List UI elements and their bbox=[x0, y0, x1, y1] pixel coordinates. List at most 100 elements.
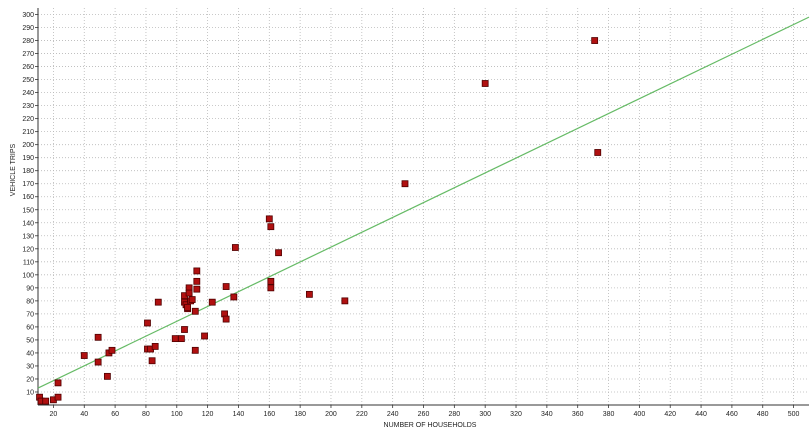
x-tick-label: 420 bbox=[664, 411, 676, 418]
y-tick-label: 200 bbox=[22, 142, 34, 149]
y-tick-label: 140 bbox=[22, 220, 34, 227]
gridlines bbox=[38, 8, 809, 405]
x-tick-label: 440 bbox=[695, 411, 707, 418]
data-point bbox=[185, 289, 193, 297]
data-point bbox=[591, 37, 599, 44]
data-point bbox=[148, 357, 156, 365]
y-tick-label: 110 bbox=[23, 259, 34, 266]
data-point bbox=[267, 277, 275, 285]
y-tick-label: 30 bbox=[26, 363, 34, 370]
data-points bbox=[36, 37, 602, 405]
y-tick-label: 70 bbox=[26, 311, 34, 318]
x-tick-label: 180 bbox=[294, 411, 306, 418]
data-point bbox=[481, 80, 489, 87]
data-point bbox=[201, 332, 208, 340]
x-tick-label: 200 bbox=[325, 411, 337, 418]
x-tick-label: 160 bbox=[263, 411, 275, 418]
x-tick-label: 460 bbox=[726, 411, 738, 418]
data-point bbox=[191, 346, 199, 354]
data-point bbox=[230, 293, 238, 301]
data-point bbox=[171, 335, 179, 343]
y-tick-label: 240 bbox=[22, 90, 34, 97]
x-tick-label: 60 bbox=[111, 411, 119, 418]
y-tick-label: 20 bbox=[26, 376, 34, 383]
y-tick-label: 120 bbox=[22, 246, 34, 253]
x-tick-label: 360 bbox=[572, 411, 584, 418]
y-tick-label: 210 bbox=[22, 129, 34, 136]
x-tick-label: 340 bbox=[541, 411, 553, 418]
y-tick-label: 230 bbox=[22, 103, 34, 110]
x-axis-title: NUMBER OF HOUSEHOLDS bbox=[384, 422, 477, 429]
x-tick-label: 80 bbox=[142, 411, 150, 418]
data-point bbox=[265, 215, 273, 223]
y-tick-label: 160 bbox=[22, 194, 34, 201]
y-tick-label: 260 bbox=[22, 64, 34, 71]
y-tick-label: 170 bbox=[22, 181, 34, 188]
x-tick-label: 100 bbox=[171, 411, 183, 418]
x-tick-label: 220 bbox=[356, 411, 368, 418]
data-point bbox=[401, 180, 409, 188]
y-tick-label: 130 bbox=[22, 233, 34, 240]
data-point bbox=[42, 397, 50, 405]
data-point bbox=[178, 335, 185, 343]
data-point bbox=[231, 244, 239, 251]
data-point bbox=[275, 249, 282, 257]
x-tick-label: 380 bbox=[603, 411, 615, 418]
y-tick-label: 100 bbox=[22, 272, 34, 279]
data-point bbox=[184, 303, 191, 311]
y-tick-label: 190 bbox=[22, 155, 34, 162]
y-tick-label: 80 bbox=[26, 298, 34, 305]
y-tick-labels: 10 20 30 40 50 60 70 80 90 100 110 120 130 140 150 160 1… bbox=[22, 12, 34, 396]
y-tick-label: 10 bbox=[26, 389, 34, 396]
data-point bbox=[80, 352, 88, 359]
data-point bbox=[181, 326, 188, 333]
data-point bbox=[341, 297, 349, 305]
y-tick-label: 60 bbox=[26, 324, 34, 331]
data-point bbox=[54, 379, 62, 387]
data-point bbox=[94, 358, 102, 366]
data-point bbox=[188, 296, 196, 303]
data-point bbox=[54, 393, 62, 401]
data-point bbox=[108, 346, 116, 354]
y-tick-label: 250 bbox=[22, 77, 34, 84]
x-tick-label: 400 bbox=[634, 411, 646, 418]
y-tick-label: 90 bbox=[26, 285, 34, 292]
y-tick-label: 150 bbox=[22, 207, 34, 214]
data-point bbox=[594, 149, 602, 156]
data-point bbox=[94, 333, 102, 341]
x-tick-label: 260 bbox=[418, 411, 430, 418]
y-axis-title: VEHICLE TRIPS bbox=[10, 143, 17, 196]
data-point bbox=[144, 319, 151, 327]
y-tick-label: 300 bbox=[22, 12, 34, 19]
y-tick-label: 50 bbox=[26, 337, 34, 344]
data-point bbox=[305, 290, 313, 298]
data-point bbox=[151, 343, 159, 350]
data-point bbox=[222, 283, 230, 290]
x-tick-label: 280 bbox=[448, 411, 460, 418]
x-tick-label: 40 bbox=[80, 411, 88, 418]
y-tick-label: 270 bbox=[22, 51, 34, 58]
trendline bbox=[37, 16, 810, 389]
trendline-group bbox=[37, 16, 810, 389]
x-tick-labels: 20 40 60 80 100 120 140 160 180 200 220 240 260 280 30… bbox=[50, 411, 800, 418]
x-tick-label: 500 bbox=[788, 411, 800, 418]
data-point bbox=[222, 315, 230, 323]
data-point bbox=[193, 277, 201, 285]
x-tick-label: 480 bbox=[757, 411, 769, 418]
axes bbox=[35, 8, 809, 408]
x-tick-label: 320 bbox=[510, 411, 522, 418]
data-point bbox=[193, 267, 201, 275]
x-tick-label: 240 bbox=[387, 411, 399, 418]
y-tick-label: 40 bbox=[26, 350, 34, 357]
data-point bbox=[154, 298, 162, 306]
data-point bbox=[191, 307, 199, 315]
data-point bbox=[208, 298, 216, 306]
data-point bbox=[267, 284, 275, 292]
x-tick-label: 120 bbox=[202, 411, 214, 418]
data-point bbox=[103, 372, 111, 380]
x-tick-label: 20 bbox=[50, 411, 58, 418]
y-tick-label: 290 bbox=[22, 25, 34, 32]
y-tick-label: 280 bbox=[22, 38, 34, 45]
data-point bbox=[193, 285, 201, 293]
